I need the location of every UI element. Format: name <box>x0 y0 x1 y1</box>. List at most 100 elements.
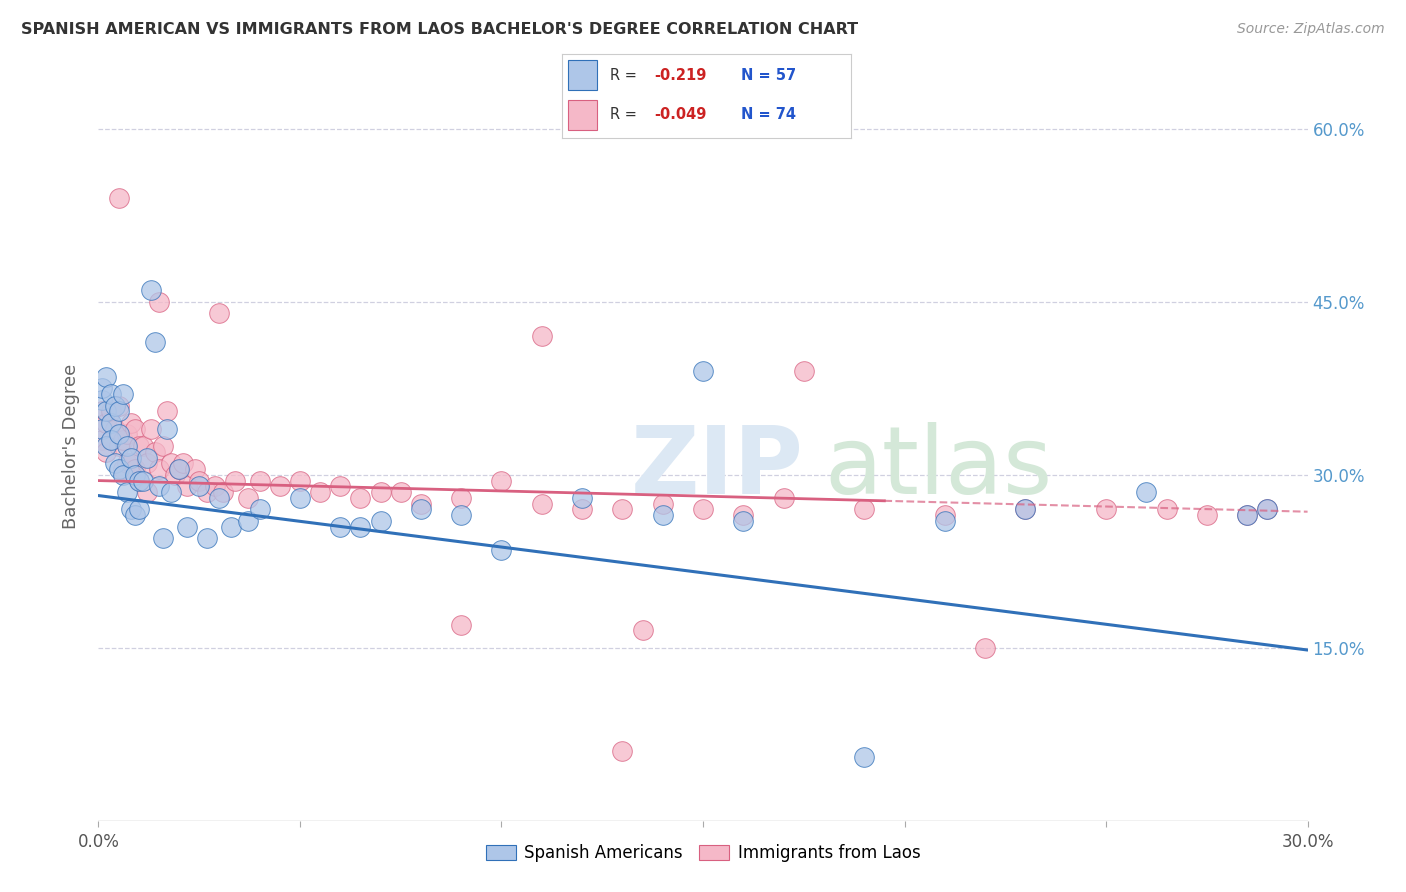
Point <box>156 422 179 436</box>
Point <box>389 485 412 500</box>
Point <box>115 427 138 442</box>
Point <box>103 399 125 413</box>
Point <box>184 462 207 476</box>
Point <box>188 474 211 488</box>
Point <box>128 439 150 453</box>
Point <box>96 444 118 458</box>
Point <box>288 491 311 505</box>
Point <box>91 422 114 436</box>
Point <box>208 491 231 505</box>
Point <box>91 404 114 418</box>
Point <box>934 514 956 528</box>
Point <box>96 439 118 453</box>
Point <box>135 456 157 470</box>
Point <box>107 439 129 453</box>
Point <box>450 617 472 632</box>
Point <box>107 399 129 413</box>
Point <box>111 462 134 476</box>
Point <box>349 519 371 533</box>
Point <box>530 329 553 343</box>
Point <box>120 416 142 430</box>
Point <box>163 467 186 482</box>
Point <box>120 456 142 470</box>
Point <box>100 416 122 430</box>
Point <box>571 502 593 516</box>
Point <box>329 519 352 533</box>
Point <box>96 369 118 384</box>
Point <box>1014 502 1036 516</box>
Point <box>1195 508 1218 523</box>
Point <box>934 508 956 523</box>
Point <box>236 491 259 505</box>
Point <box>491 474 513 488</box>
Point <box>111 467 134 482</box>
Point <box>974 640 997 655</box>
Text: R =: R = <box>610 107 641 122</box>
Point <box>176 479 198 493</box>
Text: N = 57: N = 57 <box>741 68 796 83</box>
Point <box>288 474 311 488</box>
Point <box>733 514 755 528</box>
Point <box>100 434 122 448</box>
Point <box>1095 502 1118 516</box>
Point <box>571 491 593 505</box>
Bar <box>568 100 598 130</box>
Legend: Spanish Americans, Immigrants from Laos: Spanish Americans, Immigrants from Laos <box>479 838 927 869</box>
Point <box>160 456 183 470</box>
Point <box>212 485 235 500</box>
Point <box>1135 485 1157 500</box>
Point <box>733 508 755 523</box>
Point <box>143 335 166 350</box>
Point <box>124 467 146 482</box>
Point <box>692 364 714 378</box>
Point <box>491 542 513 557</box>
Point <box>167 462 190 476</box>
Point <box>148 294 170 309</box>
Bar <box>568 61 598 90</box>
Point <box>349 491 371 505</box>
Point <box>120 450 142 465</box>
Point <box>107 462 129 476</box>
Point <box>195 485 218 500</box>
Point <box>100 434 122 448</box>
Point <box>107 427 129 442</box>
Point <box>269 479 291 493</box>
Point <box>103 422 125 436</box>
Point <box>128 474 150 488</box>
Point <box>1256 502 1278 516</box>
Point <box>1156 502 1178 516</box>
Point <box>96 416 118 430</box>
Point <box>224 474 246 488</box>
Text: ZIP: ZIP <box>630 423 803 515</box>
Point <box>1236 508 1258 523</box>
Text: N = 74: N = 74 <box>741 107 796 122</box>
Point <box>249 474 271 488</box>
Point <box>115 456 138 470</box>
Point <box>1014 502 1036 516</box>
Point <box>409 502 432 516</box>
Point <box>450 508 472 523</box>
Point <box>530 497 553 511</box>
Point <box>195 531 218 545</box>
Point <box>370 485 392 500</box>
Point <box>692 502 714 516</box>
Point <box>631 624 654 638</box>
Point <box>152 439 174 453</box>
Point <box>208 306 231 320</box>
Point <box>124 508 146 523</box>
Point <box>409 497 432 511</box>
Point <box>612 744 634 758</box>
Point <box>329 479 352 493</box>
Point <box>793 364 815 378</box>
Point <box>152 531 174 545</box>
Point <box>651 497 673 511</box>
Point <box>96 404 118 418</box>
Text: -0.049: -0.049 <box>655 107 707 122</box>
Point <box>160 485 183 500</box>
Point <box>107 404 129 418</box>
Point <box>115 485 138 500</box>
Point <box>612 502 634 516</box>
Point <box>1256 502 1278 516</box>
Text: SPANISH AMERICAN VS IMMIGRANTS FROM LAOS BACHELOR'S DEGREE CORRELATION CHART: SPANISH AMERICAN VS IMMIGRANTS FROM LAOS… <box>21 22 858 37</box>
Point <box>111 434 134 448</box>
